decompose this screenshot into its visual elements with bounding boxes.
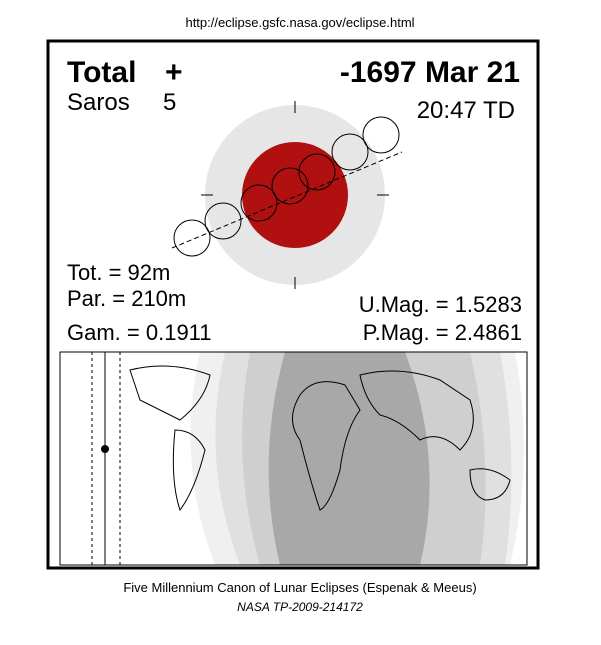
saros-number: 5: [163, 89, 176, 116]
umbral-magnitude: U.Mag. = 1.5283: [359, 292, 522, 317]
date: -1697 Mar 21: [340, 56, 520, 89]
penumbral-magnitude: P.Mag. = 2.4861: [363, 320, 522, 345]
eclipse-type: Total: [67, 56, 136, 89]
partial-duration: Par. = 210m: [67, 286, 186, 311]
total-duration: Tot. = 92m: [67, 260, 170, 285]
url: http://eclipse.gsfc.nasa.gov/eclipse.htm…: [185, 15, 414, 30]
visibility-map: [59, 351, 528, 566]
footer-reference: NASA TP-2009-214172: [237, 600, 363, 614]
footer-canon: Five Millennium Canon of Lunar Eclipses …: [123, 580, 476, 595]
time: 20:47 TD: [417, 97, 515, 124]
eclipse-geometry: [171, 101, 403, 289]
frame: [46, 39, 540, 570]
eclipse-symbol: +: [165, 56, 183, 89]
saros-label: Saros: [67, 89, 130, 116]
gamma: Gam. = 0.1911: [67, 320, 212, 345]
